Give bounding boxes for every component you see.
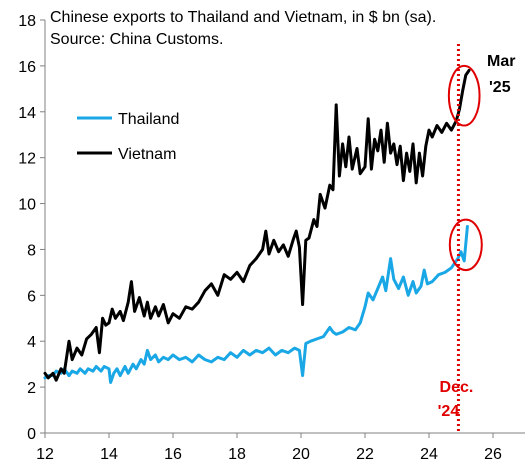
annotation-year: '25 [489, 79, 511, 96]
legend: Thailand Vietnam [77, 111, 179, 163]
x-tick-label: 18 [228, 446, 246, 463]
y-tick-label: 10 [18, 197, 36, 214]
y-tick-label: 8 [27, 242, 36, 259]
x-tick-label: 20 [292, 446, 310, 463]
x-tick-label: 24 [420, 446, 438, 463]
y-tick-label: 6 [27, 288, 36, 305]
y-tick-label: 2 [27, 380, 36, 397]
chart-title: Chinese exports to Thailand and Vietnam,… [50, 9, 436, 26]
marker-label-year: '24 [438, 403, 460, 420]
x-tick-label: 26 [484, 446, 502, 463]
y-tick-label: 4 [27, 334, 36, 351]
marker-label-dec: Dec. [440, 379, 474, 396]
y-tick-label: 14 [18, 105, 36, 122]
highlight-ellipse-vietnam [447, 64, 481, 127]
y-tick-label: 0 [27, 426, 36, 443]
series-line-thailand [43, 225, 469, 384]
marker-layer: Dec. '24 [438, 44, 474, 433]
x-tick-label: 22 [356, 446, 374, 463]
highlight-ellipse-thailand [448, 218, 483, 272]
legend-label-thailand: Thailand [118, 111, 179, 128]
legend-label-vietnam: Vietnam [118, 146, 176, 163]
x-tick-label: 12 [36, 446, 54, 463]
annotation-mar: Mar [487, 53, 515, 70]
y-tick-label: 16 [18, 59, 36, 76]
annotation-layer: Mar '25 [447, 53, 515, 272]
series-layer [43, 69, 471, 384]
series-line-vietnam [43, 69, 471, 382]
chart-subtitle: Source: China Customs. [50, 31, 223, 48]
y-tick-label: 12 [18, 151, 36, 168]
y-tick-label: 18 [18, 13, 36, 30]
x-tick-label: 14 [100, 446, 118, 463]
x-tick-label: 16 [164, 446, 182, 463]
